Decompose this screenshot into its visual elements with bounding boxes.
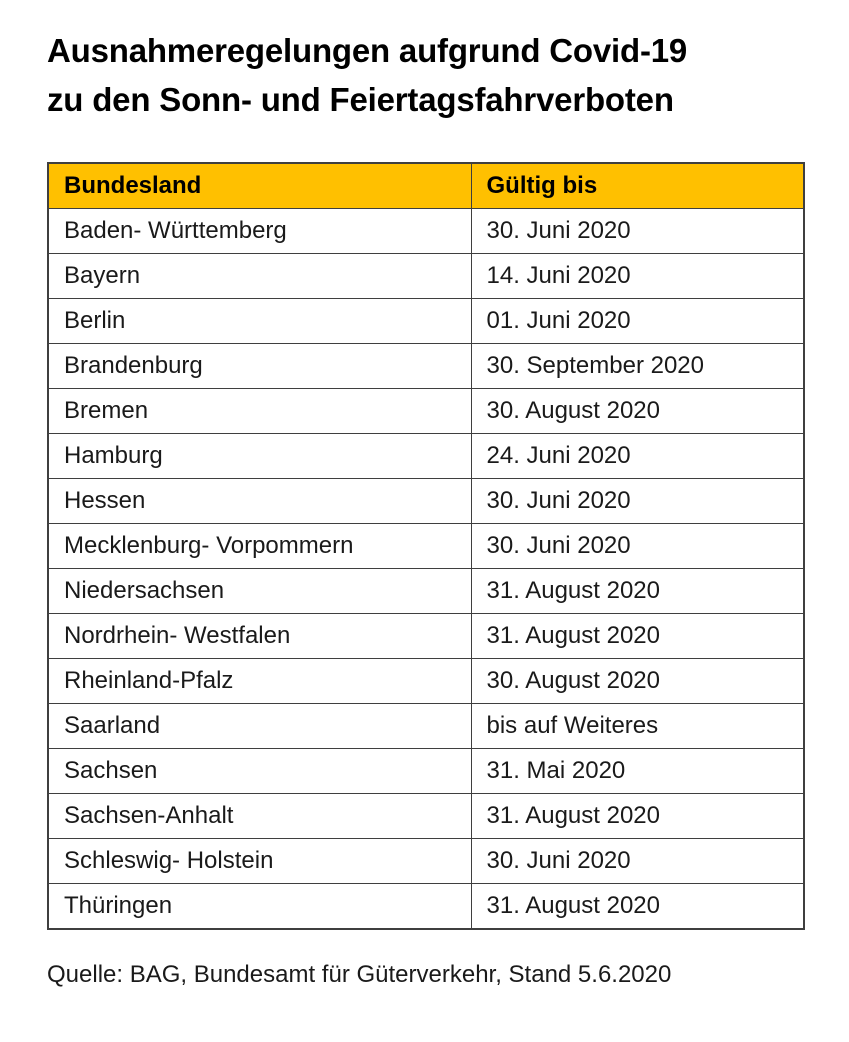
column-header-bundesland: Bundesland (47, 162, 472, 209)
cell-gueltig-bis: 30. August 2020 (470, 388, 805, 434)
table-row: Nordrhein- Westfalen 31. August 2020 (47, 613, 805, 659)
table-row: Brandenburg 30. September 2020 (47, 343, 805, 389)
cell-gueltig-bis: 30. Juni 2020 (470, 523, 805, 569)
table-row: Hessen 30. Juni 2020 (47, 478, 805, 524)
table-row: Berlin 01. Juni 2020 (47, 298, 805, 344)
cell-bundesland: Mecklenburg- Vorpommern (47, 523, 472, 569)
table-row: Bayern 14. Juni 2020 (47, 253, 805, 299)
cell-gueltig-bis: 01. Juni 2020 (470, 298, 805, 344)
cell-gueltig-bis: 30. August 2020 (470, 658, 805, 704)
cell-gueltig-bis: 31. August 2020 (470, 793, 805, 839)
page-title-line2: zu den Sonn- und Feiertagsfahrverboten (47, 81, 674, 118)
table-row: Sachsen-Anhalt 31. August 2020 (47, 793, 805, 839)
source-note: Quelle: BAG, Bundesamt für Güterverkehr,… (47, 961, 672, 988)
cell-bundesland: Hamburg (47, 433, 472, 479)
table-row: Rheinland-Pfalz 30. August 2020 (47, 658, 805, 704)
cell-gueltig-bis: 31. August 2020 (470, 613, 805, 659)
table-row: Niedersachsen 31. August 2020 (47, 568, 805, 614)
page-title-line1: Ausnahmeregelungen aufgrund Covid-19 (47, 32, 688, 69)
cell-bundesland: Hessen (47, 478, 472, 524)
cell-bundesland: Brandenburg (47, 343, 472, 389)
cell-gueltig-bis: 31. August 2020 (470, 568, 805, 614)
cell-bundesland: Saarland (47, 703, 472, 749)
cell-bundesland: Sachsen (47, 748, 472, 794)
cell-bundesland: Sachsen-Anhalt (47, 793, 472, 839)
page-title: Ausnahmeregelungen aufgrund Covid-19 zu d… (47, 26, 805, 124)
cell-bundesland: Bremen (47, 388, 472, 434)
cell-bundesland: Rheinland-Pfalz (47, 658, 472, 704)
column-header-gueltig-bis: Gültig bis (470, 162, 805, 209)
table-row: Hamburg 24. Juni 2020 (47, 433, 805, 479)
table-body: Baden- Württemberg 30. Juni 2020 Bayern 14.… (47, 208, 805, 930)
table-row: Saarland bis auf Weiteres (47, 703, 805, 749)
table-row: Schleswig- Holstein 30. Juni 2020 (47, 838, 805, 884)
cell-bundesland: Schleswig- Holstein (47, 838, 472, 884)
cell-bundesland: Niedersachsen (47, 568, 472, 614)
cell-gueltig-bis: 30. Juni 2020 (470, 478, 805, 524)
table-row: Thüringen 31. August 2020 (47, 883, 805, 930)
cell-bundesland: Nordrhein- Westfalen (47, 613, 472, 659)
cell-bundesland: Baden- Württemberg (47, 208, 472, 254)
cell-gueltig-bis: 31. Mai 2020 (470, 748, 805, 794)
cell-gueltig-bis: 24. Juni 2020 (470, 433, 805, 479)
cell-bundesland: Berlin (47, 298, 472, 344)
table-row: Baden- Württemberg 30. Juni 2020 (47, 208, 805, 254)
cell-gueltig-bis: 30. September 2020 (470, 343, 805, 389)
table-row: Bremen 30. August 2020 (47, 388, 805, 434)
cell-bundesland: Thüringen (47, 883, 472, 930)
cell-gueltig-bis: 30. Juni 2020 (470, 208, 805, 254)
cell-gueltig-bis: 31. August 2020 (470, 883, 805, 930)
table-row: Mecklenburg- Vorpommern 30. Juni 2020 (47, 523, 805, 569)
cell-bundesland: Bayern (47, 253, 472, 299)
exemptions-table: Bundesland Gültig bis Baden- Württemberg… (47, 162, 805, 930)
table-header-row: Bundesland Gültig bis (47, 162, 805, 209)
table-row: Sachsen 31. Mai 2020 (47, 748, 805, 794)
cell-gueltig-bis: bis auf Weiteres (470, 703, 805, 749)
cell-gueltig-bis: 14. Juni 2020 (470, 253, 805, 299)
cell-gueltig-bis: 30. Juni 2020 (470, 838, 805, 884)
